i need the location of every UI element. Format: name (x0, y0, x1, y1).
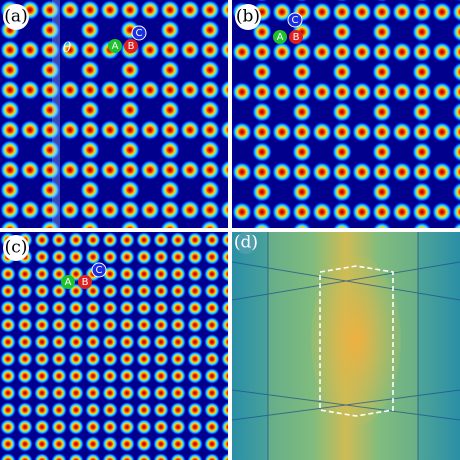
marker-text: B (128, 41, 135, 52)
streaks (231, 232, 460, 460)
marker-text: A (277, 32, 284, 43)
marker-text: B (293, 32, 300, 43)
lattice (0, 0, 228, 228)
panel-label: (d) (234, 233, 258, 253)
label-bg (235, 232, 257, 254)
marker-text: C (292, 15, 299, 26)
panel-b: (b) A B C (232, 0, 460, 228)
marker-b (124, 39, 138, 53)
panel-c: (c) A B C (0, 232, 228, 460)
marker-b (78, 275, 92, 289)
label-bg (3, 235, 29, 261)
marker-a (61, 275, 75, 289)
marker-b (289, 30, 303, 44)
marker-c (287, 12, 303, 28)
core (311, 255, 401, 425)
marker-text: B (82, 277, 89, 288)
panel-d: (d) (231, 232, 460, 460)
angle-label: θ (63, 40, 72, 56)
marker-text: A (112, 41, 119, 52)
marker-text: C (96, 265, 103, 276)
panel-label: (a) (4, 7, 27, 27)
label-bg (3, 4, 29, 30)
marker-c (91, 262, 107, 278)
marker-text: A (65, 277, 72, 288)
label-bg (235, 4, 261, 30)
domain-wall (52, 0, 60, 228)
marker-c (131, 25, 147, 41)
lattice (232, 0, 460, 228)
panel-label: (b) (236, 7, 260, 27)
lattice (0, 232, 228, 460)
marker-text: C (136, 28, 143, 39)
marker-a (273, 30, 287, 44)
panel-label: (c) (5, 238, 28, 258)
marker-a (108, 39, 122, 53)
brillouin-zone (319, 265, 394, 417)
panel-a: (a) θ A B C (0, 0, 228, 228)
